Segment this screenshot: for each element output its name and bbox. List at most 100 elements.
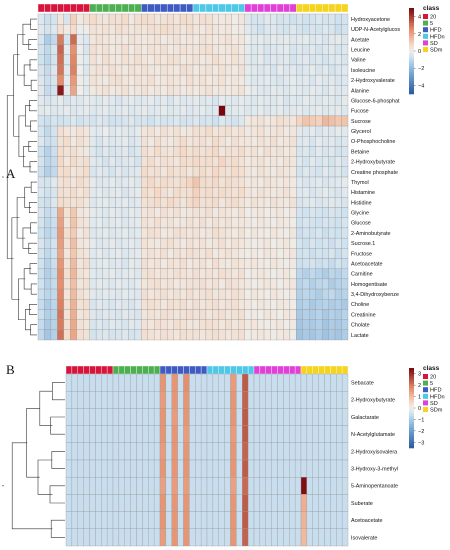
heatmap-cell — [159, 425, 167, 443]
heatmap-cell — [108, 156, 116, 167]
heatmap-cell — [128, 136, 136, 147]
class-cell — [83, 365, 90, 375]
heatmap-cell — [141, 248, 148, 259]
color-scale-tick-label: 2 — [418, 32, 421, 38]
heatmap-cell — [160, 278, 168, 290]
heatmap-cell — [315, 74, 323, 86]
heatmap-cell — [83, 494, 90, 512]
heatmap-cell — [238, 166, 245, 178]
heatmap-cell — [108, 34, 116, 45]
heatmap-cell — [77, 459, 84, 478]
heatmap-cell — [271, 528, 278, 547]
heatmap-cell — [134, 227, 142, 239]
heatmap-cell — [57, 248, 65, 259]
heatmap-cell — [231, 13, 239, 25]
heatmap-cell — [57, 329, 65, 341]
heatmap-cell — [257, 115, 265, 127]
heatmap-cell — [108, 105, 116, 117]
heatmap-cell — [238, 197, 245, 208]
heatmap-cell — [296, 115, 303, 127]
heatmap-cell — [306, 425, 313, 443]
legend-swatch — [423, 387, 428, 393]
heatmap-cell — [192, 85, 200, 96]
color-scale-step — [409, 31, 414, 35]
heatmap-cell — [321, 156, 329, 167]
heatmap-cell — [244, 44, 252, 55]
heatmap-cell — [257, 176, 265, 188]
heatmap-cell — [309, 176, 316, 188]
color-scale-tick-label: 0 — [418, 49, 421, 55]
heatmap-cell — [250, 156, 258, 167]
heatmap-cell — [166, 136, 174, 147]
heatmap-cell — [63, 54, 71, 66]
heatmap-cell — [134, 197, 142, 208]
heatmap-cell — [324, 477, 331, 495]
heatmap-cell — [63, 248, 71, 259]
heatmap-cell — [154, 278, 161, 290]
heatmap-cell — [318, 528, 325, 547]
heatmap-cell — [118, 391, 125, 409]
heatmap-cell — [95, 408, 102, 426]
heatmap-cell — [89, 373, 96, 392]
heatmap-cell — [341, 511, 349, 529]
heatmap-cell — [289, 64, 297, 76]
heatmap-cell — [205, 115, 213, 127]
heatmap-cell — [265, 477, 272, 495]
heatmap-cell — [141, 44, 148, 55]
heatmap-cell — [89, 95, 97, 106]
heatmap-cell — [63, 227, 71, 239]
heatmap-cell — [259, 528, 266, 547]
class-cell — [302, 3, 310, 13]
heatmap-cell — [89, 237, 97, 249]
heatmap-cell — [225, 176, 232, 188]
heatmap-cell — [341, 408, 349, 426]
heatmap-cell — [186, 248, 194, 259]
heatmap-cell — [263, 187, 271, 198]
heatmap-cell — [341, 528, 349, 547]
heatmap-cell — [230, 459, 237, 478]
heatmap-cell — [83, 528, 90, 547]
heatmap-cell — [283, 187, 291, 198]
heatmap-cell — [141, 288, 148, 300]
heatmap-cell — [186, 258, 194, 269]
heatmap-cell — [328, 64, 336, 76]
heatmap-cell — [177, 511, 184, 529]
heatmap-cell — [124, 408, 131, 426]
heatmap-cell — [271, 477, 278, 495]
heatmap-cell — [192, 268, 200, 280]
heatmap-cell — [238, 24, 245, 35]
heatmap-cell — [212, 176, 220, 188]
heatmap-cell — [130, 494, 137, 512]
color-scale-step — [409, 438, 414, 441]
heatmap-cell — [247, 511, 255, 529]
heatmap-cell — [300, 528, 308, 547]
dendrogram-branch — [30, 283, 37, 295]
heatmap-cell — [296, 34, 303, 45]
heatmap-cell — [283, 373, 290, 392]
heatmap-cell — [179, 156, 187, 167]
class-cell — [225, 3, 232, 13]
heatmap-cell — [244, 309, 252, 320]
heatmap-cell — [224, 459, 231, 478]
heatmap-cell — [231, 64, 239, 76]
heatmap-cell — [218, 227, 226, 239]
legend-label: 20 — [430, 375, 436, 381]
heatmap-cell — [231, 54, 239, 66]
heatmap-cell — [160, 95, 168, 106]
heatmap-cell — [309, 309, 316, 320]
heatmap-cell — [244, 227, 252, 239]
heatmap-cell — [76, 166, 84, 178]
heatmap-cell — [205, 258, 213, 269]
heatmap-cell — [225, 248, 232, 259]
row-label: Sucrose.1 — [351, 241, 375, 247]
class-cell — [324, 365, 331, 375]
heatmap-cell — [141, 268, 148, 280]
heatmap-cell — [160, 64, 168, 76]
panel-letter-b: B — [6, 362, 15, 377]
class-cell — [63, 3, 71, 13]
heatmap-cell — [244, 329, 252, 341]
heatmap-cell — [70, 288, 77, 300]
heatmap-cell — [247, 528, 255, 547]
heatmap-cell — [218, 197, 226, 208]
heatmap-cell — [265, 391, 272, 409]
